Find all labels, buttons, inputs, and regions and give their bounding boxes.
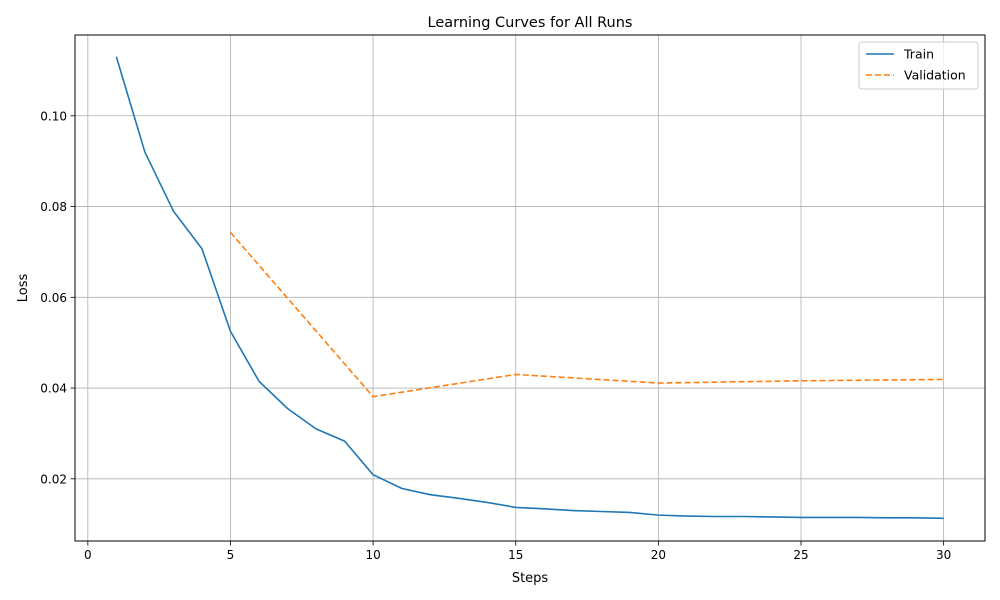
x-tick-label: 5 <box>227 548 235 562</box>
series-line-train <box>115 56 944 520</box>
x-axis-label: Steps <box>512 571 549 586</box>
x-tick-label: 10 <box>365 548 380 562</box>
grid <box>75 35 985 541</box>
x-tick-label: 20 <box>651 548 666 562</box>
legend-label-validation: Validation <box>904 68 966 83</box>
y-tick-label: 0.08 <box>40 200 67 214</box>
x-tick-label: 0 <box>84 548 92 562</box>
plot-frame <box>74 34 986 542</box>
y-tick-label: 0.10 <box>40 109 67 123</box>
y-tick-label: 0.02 <box>40 472 67 486</box>
x-tick-label: 30 <box>936 548 951 562</box>
x-tick-label: 15 <box>508 548 523 562</box>
series-layer <box>115 56 944 520</box>
chart-title: Learning Curves for All Runs <box>428 15 633 31</box>
y-tick-label: 0.04 <box>40 382 67 396</box>
legend-label-train: Train <box>903 47 934 62</box>
y-tick-label: 0.06 <box>40 291 67 305</box>
legend: Train Validation <box>858 41 979 90</box>
ticks: 0 5 10 15 20 25 30 0.02 0.04 0.06 0.08 0.10 <box>40 109 951 562</box>
series-line-validation <box>229 231 944 398</box>
y-axis-label: Loss <box>16 274 31 303</box>
x-tick-label: 25 <box>793 548 808 562</box>
